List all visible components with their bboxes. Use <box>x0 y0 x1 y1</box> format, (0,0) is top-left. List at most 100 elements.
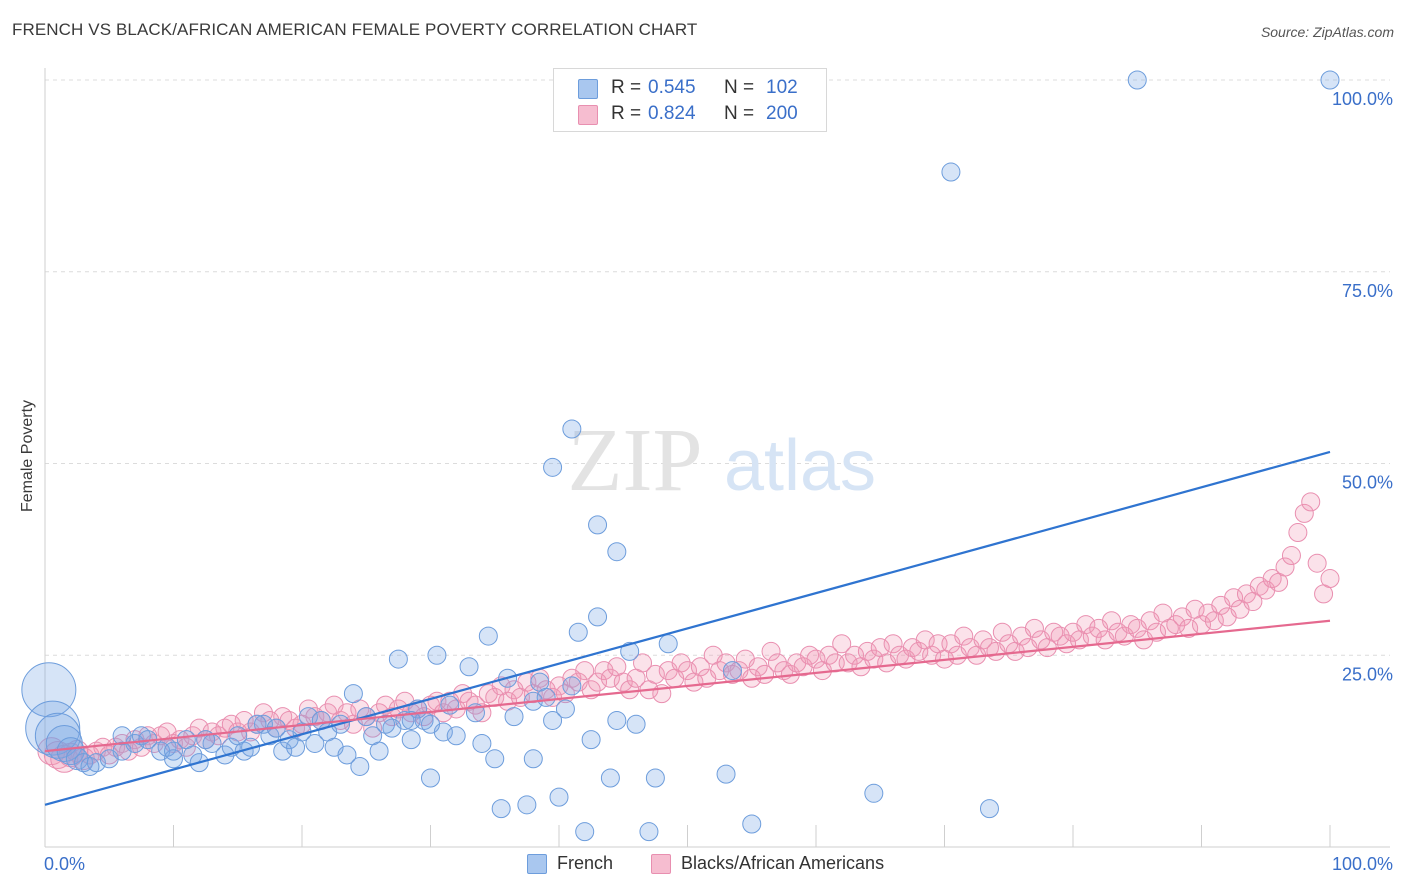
point-french <box>112 726 132 746</box>
point-french <box>568 622 588 642</box>
point-french <box>491 799 511 819</box>
point-french <box>388 649 408 669</box>
point-black <box>253 703 273 723</box>
point-french <box>555 699 575 719</box>
point-black <box>298 699 318 719</box>
y-tick-label: 100.0% <box>1332 89 1393 109</box>
point-french <box>620 641 640 661</box>
trend-line-black <box>44 619 1331 753</box>
point-black <box>633 653 653 673</box>
point-french <box>517 795 537 815</box>
x-tick-label: 100.0% <box>1332 854 1393 874</box>
point-black <box>909 641 929 661</box>
point-french <box>504 707 524 727</box>
point-french <box>588 515 608 535</box>
point-black <box>819 645 839 665</box>
y-tick-label: 25.0% <box>1342 664 1393 684</box>
point-black <box>748 657 768 677</box>
bottom-legend-swatch-french <box>527 854 547 874</box>
point-black <box>845 645 865 665</box>
point-french <box>626 714 646 734</box>
watermark-zip: ZIP <box>568 411 703 510</box>
point-black <box>620 680 640 700</box>
point-black <box>1288 523 1308 543</box>
point-black <box>1147 622 1167 642</box>
watermark-atlas: atlas <box>724 426 876 506</box>
point-black <box>832 634 852 654</box>
point-black <box>388 699 408 719</box>
point-french <box>260 726 280 746</box>
point-black <box>1024 618 1044 638</box>
source-label: Source: ZipAtlas.com <box>1260 24 1394 40</box>
point-black <box>678 661 697 681</box>
legend-r-value: 0.824 <box>648 103 696 124</box>
point-french <box>864 783 884 803</box>
y-tick-label: 75.0% <box>1342 281 1393 301</box>
legend-n-value: 200 <box>766 103 798 124</box>
point-black <box>1320 569 1340 589</box>
legend-n-value: 102 <box>766 77 798 98</box>
point-black <box>1050 626 1070 646</box>
point-french <box>562 419 582 439</box>
chart-title: FRENCH VS BLACK/AFRICAN AMERICAN FEMALE … <box>12 20 698 39</box>
point-french <box>298 707 318 727</box>
point-black <box>1102 611 1122 631</box>
legend-n-label: N = <box>724 77 755 98</box>
point-french <box>401 730 421 750</box>
point-french <box>1320 70 1340 90</box>
point-black <box>613 672 633 692</box>
point-french <box>607 542 627 562</box>
legend-r-value: 0.545 <box>648 77 696 98</box>
point-black <box>883 634 903 654</box>
point-french <box>536 687 556 707</box>
point-french <box>581 730 601 750</box>
point-french <box>446 726 466 746</box>
trend-lines <box>44 450 1331 806</box>
bottom-legend-swatch-black <box>651 854 671 874</box>
point-french <box>459 657 479 677</box>
point-french <box>722 661 742 681</box>
point-french <box>742 814 762 834</box>
point-black <box>594 661 614 681</box>
bottom-legend-label-black: Blacks/African Americans <box>681 853 885 873</box>
point-french <box>427 645 447 665</box>
point-french <box>478 626 498 646</box>
legend-swatch-black <box>578 105 598 125</box>
x-tick-label: 0.0% <box>44 854 85 874</box>
point-black <box>690 657 710 677</box>
point-black <box>1224 588 1244 608</box>
point-black <box>575 661 595 681</box>
point-black <box>433 703 453 723</box>
point-black <box>857 641 877 661</box>
point-black <box>176 737 196 757</box>
point-black <box>1281 546 1301 566</box>
point-black <box>1166 615 1186 635</box>
point-french <box>1127 70 1147 90</box>
point-black <box>671 653 691 673</box>
trend-line-french <box>44 450 1331 806</box>
series-french-points <box>21 70 1340 842</box>
legend-r-label: R = <box>611 103 642 124</box>
point-black <box>600 668 620 688</box>
legend-n-label: N = <box>724 103 755 124</box>
point-black <box>1307 553 1327 573</box>
point-black <box>1076 615 1096 635</box>
point-black <box>1275 557 1295 577</box>
point-french <box>562 676 582 696</box>
point-french <box>401 710 421 730</box>
point-french <box>575 822 595 842</box>
point-french <box>86 753 106 773</box>
point-black <box>806 649 826 669</box>
grid <box>45 79 1390 656</box>
bottom-legend-label-french: French <box>557 853 614 873</box>
point-black <box>645 664 665 684</box>
point-french <box>343 684 363 704</box>
point-french <box>645 768 665 788</box>
point-french <box>472 733 492 753</box>
point-black <box>465 695 485 715</box>
point-french <box>658 634 678 654</box>
point-french <box>543 457 563 477</box>
point-french <box>350 756 370 776</box>
point-black <box>588 672 608 692</box>
